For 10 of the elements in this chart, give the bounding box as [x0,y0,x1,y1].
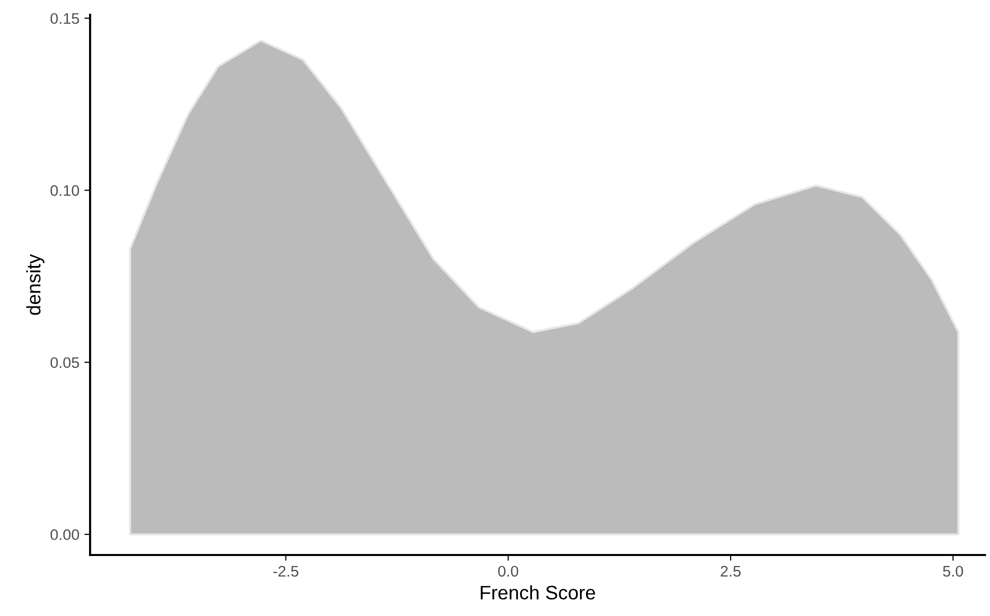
x-axis-title: French Score [480,585,596,600]
y-tick-label: 0.05 [50,357,80,368]
y-tick-label: 0.00 [50,529,80,540]
y-tick-label: 0.10 [50,185,80,196]
x-tick-label: 5.0 [943,566,964,577]
x-tick-label: -2.5 [273,566,298,577]
y-tick-label: 0.15 [50,13,80,24]
y-axis-title: density [26,254,44,315]
x-tick-label: 0.0 [498,566,518,577]
x-tick-label: 2.5 [720,566,741,577]
